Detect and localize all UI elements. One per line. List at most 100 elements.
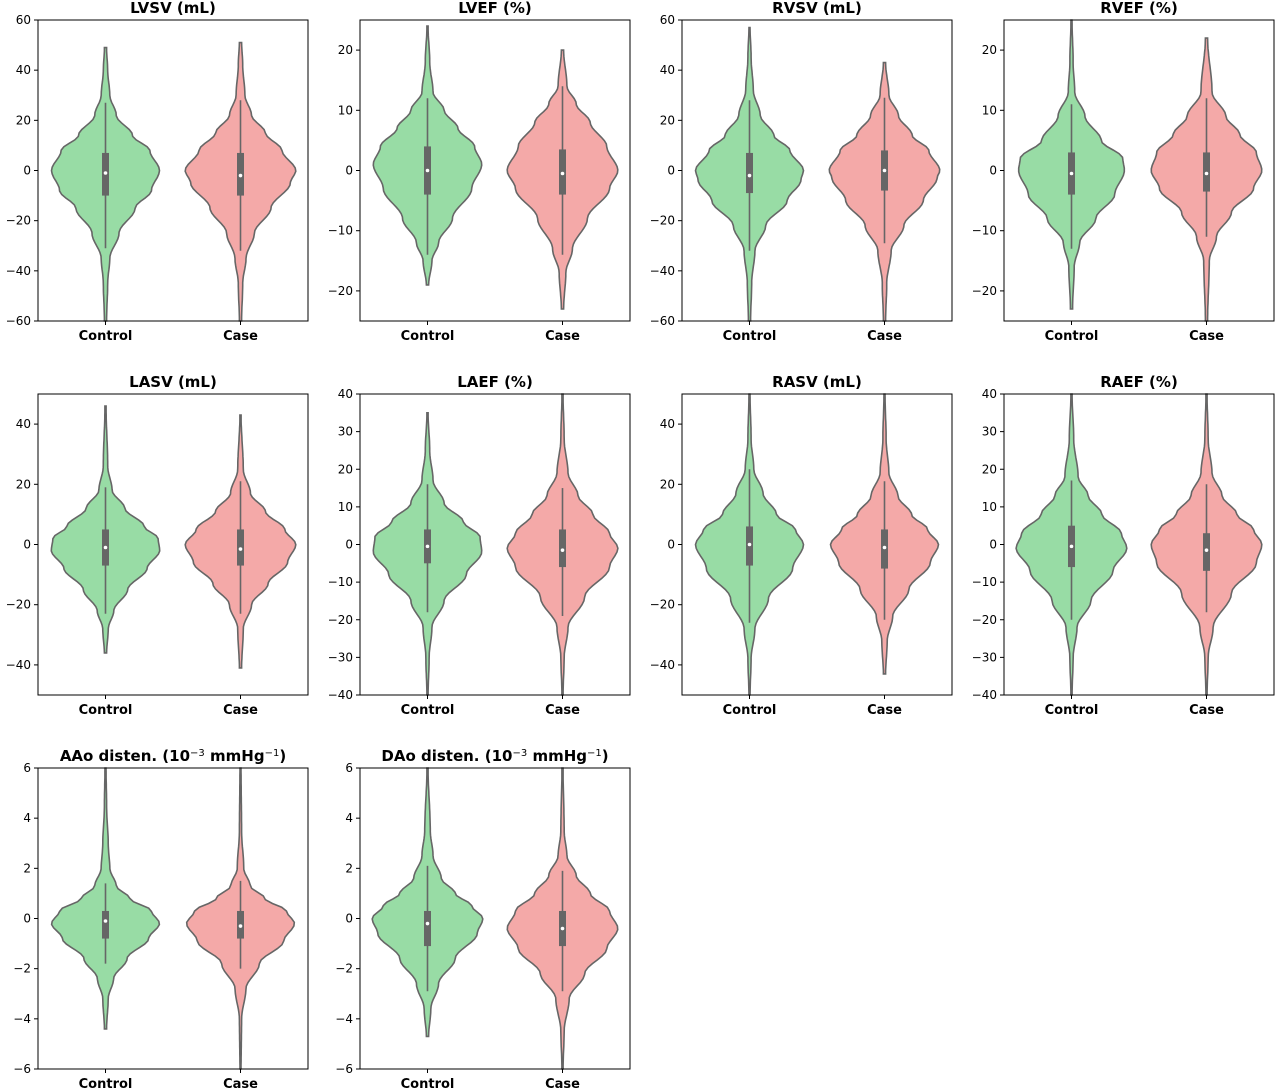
median-marker: [747, 173, 752, 178]
y-tick-label: −20: [328, 613, 353, 627]
y-tick-label: −20: [6, 214, 31, 228]
y-tick-label: −20: [972, 613, 997, 627]
subplot-title: RVSV (mL): [772, 0, 862, 17]
y-tick-label: 0: [989, 538, 997, 552]
category-label-case: Case: [867, 703, 902, 718]
y-tick-label: −2: [13, 962, 31, 976]
subplot-title: RAEF (%): [1100, 373, 1178, 391]
category-label-control: Control: [79, 1077, 133, 1090]
y-tick-label: 0: [667, 164, 675, 178]
y-tick-label: −60: [6, 314, 31, 328]
y-tick-label: 0: [989, 164, 997, 178]
category-label-control: Control: [79, 329, 133, 344]
y-tick-label: 40: [338, 387, 353, 401]
category-label-case: Case: [223, 703, 258, 718]
y-tick-label: 10: [982, 103, 997, 117]
y-tick-label: 20: [16, 477, 31, 491]
y-tick-label: 0: [345, 538, 353, 552]
median-marker: [747, 542, 752, 547]
subplot-3: RVSV (mL) −60 −40 −20 0 20 40 60 Control Case: [650, 0, 953, 344]
median-marker: [1069, 171, 1074, 176]
iqr-box: [559, 529, 566, 568]
subplot-6: LAEF (%) −40 −30 −20 −10 0 10 20 30 40 Control Case: [328, 373, 631, 718]
y-tick-label: 40: [16, 417, 31, 431]
y-tick-label: 10: [982, 500, 997, 514]
y-tick-label: −10: [972, 575, 997, 589]
iqr-box: [424, 910, 431, 947]
category-label-case: Case: [867, 329, 902, 344]
y-tick-label: −40: [972, 688, 997, 702]
y-tick-label: 0: [23, 538, 31, 552]
y-tick-label: 0: [345, 912, 353, 926]
median-marker: [1204, 548, 1209, 552]
y-tick-label: 20: [338, 462, 353, 476]
median-marker: [560, 171, 565, 176]
subplot-5: LASV (mL) −40 −20 0 20 40 Control Case: [6, 373, 309, 718]
y-tick-label: −60: [650, 314, 675, 328]
y-tick-label: 0: [23, 164, 31, 178]
subplot-title: RASV (mL): [772, 373, 862, 391]
y-tick-label: −10: [328, 575, 353, 589]
y-tick-label: 30: [338, 425, 353, 439]
y-tick-label: −20: [972, 284, 997, 298]
y-tick-label: 20: [338, 43, 353, 57]
subplot-title: LVEF (%): [458, 0, 532, 17]
y-tick-label: −40: [650, 264, 675, 278]
median-marker: [425, 168, 430, 173]
y-tick-label: 20: [982, 43, 997, 57]
y-tick-label: −20: [6, 598, 31, 612]
median-marker: [425, 544, 430, 549]
category-label-control: Control: [1045, 703, 1099, 718]
y-tick-label: 0: [23, 912, 31, 926]
category-label-case: Case: [1189, 329, 1224, 344]
subplot-1: LVSV (mL) −60 −40 −20 0 20 40 60 Control Case: [6, 0, 309, 344]
category-label-case: Case: [545, 1077, 580, 1090]
subplot-4: RVEF (%) −20 −10 0 10 20 Control Case: [972, 0, 1275, 344]
y-tick-label: −40: [650, 658, 675, 672]
y-tick-label: −10: [972, 224, 997, 238]
y-tick-label: 60: [16, 13, 31, 27]
category-label-case: Case: [223, 329, 258, 344]
y-tick-label: 20: [660, 113, 675, 127]
y-tick-label: 40: [660, 417, 675, 431]
y-tick-label: 20: [982, 462, 997, 476]
y-tick-label: −20: [650, 214, 675, 228]
category-label-control: Control: [723, 329, 777, 344]
category-label-control: Control: [401, 703, 455, 718]
y-tick-label: −30: [328, 650, 353, 664]
category-label-control: Control: [1045, 329, 1099, 344]
median-marker: [1069, 544, 1074, 549]
category-label-control: Control: [79, 703, 133, 718]
category-label-control: Control: [401, 329, 455, 344]
y-tick-label: 2: [345, 861, 353, 875]
y-tick-label: 40: [660, 63, 675, 77]
y-tick-label: 0: [345, 164, 353, 178]
y-tick-label: 60: [660, 13, 675, 27]
median-marker: [425, 921, 430, 926]
y-tick-label: 40: [982, 387, 997, 401]
median-marker: [238, 173, 243, 178]
median-marker: [560, 548, 565, 552]
median-marker: [560, 926, 565, 931]
y-tick-label: −20: [328, 284, 353, 298]
iqr-box: [746, 152, 753, 194]
median-marker: [1204, 171, 1209, 176]
subplot-title: LVSV (mL): [130, 0, 216, 17]
y-tick-label: 4: [23, 811, 31, 825]
median-marker: [238, 547, 243, 551]
y-tick-label: −20: [650, 598, 675, 612]
median-marker: [238, 924, 243, 928]
y-tick-label: 6: [345, 761, 353, 775]
y-tick-label: 20: [16, 113, 31, 127]
y-tick-label: 10: [338, 500, 353, 514]
y-tick-label: −4: [335, 1012, 353, 1026]
category-label-control: Control: [401, 1077, 455, 1090]
y-tick-label: −6: [13, 1062, 31, 1076]
category-label-control: Control: [723, 703, 777, 718]
subplot-10: DAo disten. (10−3 mmHg−1) −6 −4 −2 0 2 4 6 Contr…: [335, 747, 631, 1090]
y-tick-label: 40: [16, 63, 31, 77]
median-marker: [103, 919, 108, 923]
category-label-case: Case: [223, 1077, 258, 1090]
category-label-case: Case: [545, 703, 580, 718]
y-tick-label: 4: [345, 811, 353, 825]
